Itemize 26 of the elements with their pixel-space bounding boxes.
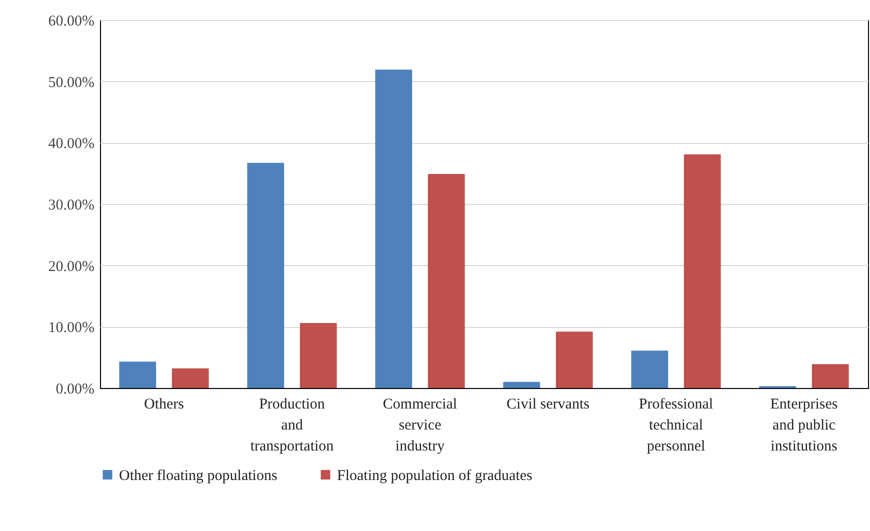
- y-tick-label: 40.00%: [48, 136, 94, 152]
- y-tick-label: 60.00%: [48, 14, 94, 30]
- bar: [172, 368, 209, 388]
- bar: [375, 70, 412, 388]
- bar: [119, 362, 156, 388]
- x-tick-label: Others: [144, 396, 184, 412]
- y-tick-label: 0.00%: [56, 382, 94, 398]
- x-tick-label: Commercial service industry: [382, 396, 458, 454]
- bar: [247, 162, 284, 388]
- bar: [556, 332, 593, 388]
- bar: [684, 154, 721, 388]
- y-tick-label: 10.00%: [48, 320, 94, 336]
- bar: [631, 350, 668, 388]
- x-tick-label: Enterprises and public institutions: [770, 396, 838, 454]
- x-tick-label: Professional technical personnel: [638, 396, 714, 454]
- bar: [300, 322, 337, 388]
- y-tick-label: 20.00%: [48, 258, 94, 275]
- x-tick-label: Civil servants: [506, 396, 590, 412]
- bar: [428, 174, 465, 388]
- bar: [812, 364, 849, 388]
- y-tick-label: 50.00%: [48, 74, 94, 91]
- y-tick-label: 30.00%: [48, 198, 94, 214]
- legend-label: Floating population of graduates: [337, 468, 533, 484]
- x-tick-label: Production and transportation: [250, 396, 334, 454]
- legend-label: Other floating populations: [119, 468, 278, 484]
- bar: [503, 382, 540, 388]
